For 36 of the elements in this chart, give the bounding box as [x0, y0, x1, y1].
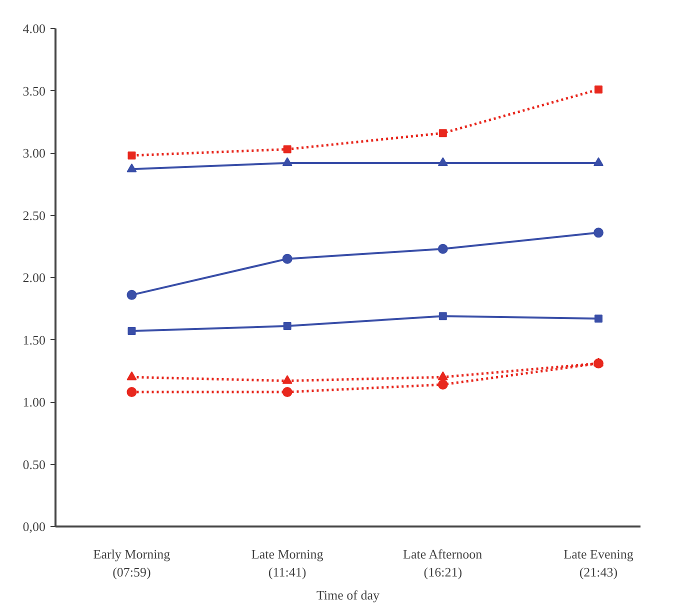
y-tick-label: 3.50 [22, 83, 46, 98]
y-tick-label: 3.00 [22, 146, 46, 160]
x-tick-label: Late Afternoon (16:21) [403, 546, 483, 580]
y-tick-label: 2.50 [22, 208, 46, 223]
point [438, 371, 448, 380]
y-tick-label: 1.50 [22, 332, 46, 348]
point [282, 157, 292, 166]
x-tick-label: Early Morning (07:59) [93, 546, 171, 580]
point [594, 86, 602, 94]
y-tick-label: 0,00 [22, 519, 46, 534]
point [126, 163, 137, 172]
point [282, 387, 292, 398]
point [438, 244, 448, 254]
point [126, 371, 137, 380]
point [593, 228, 604, 238]
point [438, 129, 447, 138]
point [283, 322, 292, 330]
point [593, 157, 604, 166]
point [438, 157, 448, 166]
point [126, 387, 137, 398]
point [126, 290, 137, 300]
x-tick-label: Late Evening (21:43) [564, 546, 634, 580]
point [283, 145, 292, 154]
point [438, 380, 448, 390]
point [128, 151, 136, 160]
point [128, 327, 136, 336]
point [282, 254, 292, 264]
y-tick-label: 0.50 [22, 456, 46, 472]
point [594, 314, 602, 323]
y-tick-label: 2.00 [22, 270, 46, 285]
x-tick-label: Late Morning (11:41) [251, 546, 324, 580]
y-tick-label: 1.00 [22, 394, 46, 410]
point [282, 375, 292, 384]
x-axis-title: Time of day [316, 588, 380, 602]
point [438, 312, 447, 320]
y-tick-label: 4.00 [22, 21, 46, 36]
